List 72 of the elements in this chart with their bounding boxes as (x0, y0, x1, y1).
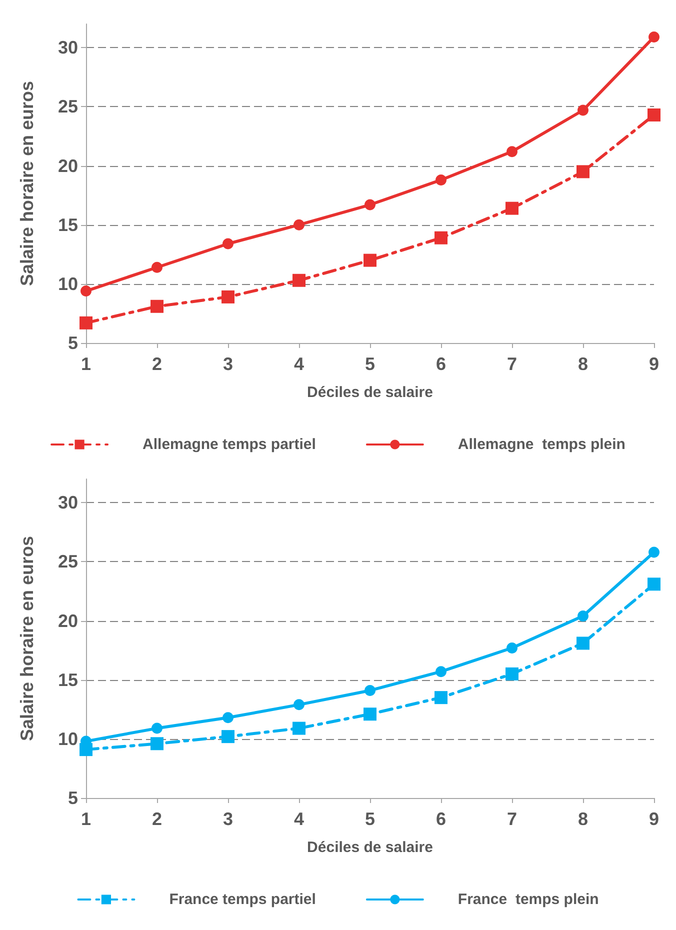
point (222, 238, 234, 250)
x-tick-label: 2 (152, 354, 162, 374)
point (506, 642, 518, 654)
legend-label: France temps plein (458, 891, 599, 908)
point (294, 699, 304, 710)
point (80, 286, 92, 297)
point (436, 174, 446, 186)
point (506, 202, 518, 215)
legend-label: Allemagne temps partiel (142, 436, 316, 453)
point (648, 108, 660, 122)
x-tick-label: 9 (648, 354, 660, 374)
x-tick-label: 1 (80, 354, 92, 374)
point (648, 578, 660, 591)
x-tick-label: 4 (294, 809, 304, 829)
x-tick-label: 8 (578, 354, 588, 374)
y-tick-label: 5 (68, 788, 78, 808)
x-tick-label: 8 (578, 809, 588, 829)
point (152, 262, 162, 273)
x-axis-title: Déciles de salaire (307, 384, 433, 401)
y-tick-label: 10 (58, 728, 78, 749)
y-axis-title: Salaire horaire en euros (17, 80, 37, 286)
x-tick-label: 1 (80, 809, 92, 829)
point (222, 712, 234, 724)
x-tick-label: 7 (506, 809, 518, 829)
point (578, 610, 588, 622)
y-tick-label: 30 (58, 38, 78, 58)
x-tick-label: 5 (364, 354, 376, 374)
point (222, 730, 234, 744)
x-axis-title: Déciles de salaire (307, 839, 433, 856)
x-tick-label: 5 (364, 809, 376, 829)
point (364, 684, 376, 696)
point (576, 165, 590, 178)
point (292, 274, 306, 287)
y-tick-label: 20 (58, 156, 78, 176)
point (364, 199, 376, 210)
x-tick-label: 9 (648, 809, 660, 829)
point (578, 104, 588, 116)
y-tick-label: 20 (58, 610, 78, 631)
point (506, 667, 518, 680)
point (364, 708, 376, 721)
y-tick-label: 10 (58, 274, 78, 294)
x-tick-label: 4 (294, 354, 304, 374)
point (364, 254, 376, 267)
point (648, 546, 660, 558)
point (648, 32, 660, 42)
y-tick-label: 25 (58, 96, 78, 117)
y-tick-label: 30 (58, 492, 78, 513)
x-tick-label: 6 (436, 354, 446, 374)
y-tick-label: 15 (58, 670, 78, 690)
y-axis-title: Salaire horaire en euros (17, 536, 37, 742)
point (506, 146, 518, 158)
y-tick-label: 5 (68, 333, 78, 353)
point (436, 666, 446, 678)
y-tick-label: 15 (58, 214, 78, 235)
point (150, 300, 164, 313)
x-tick-label: 7 (506, 354, 518, 374)
legend-label: Allemagne temps plein (458, 436, 626, 453)
x-tick-label: 2 (152, 809, 162, 829)
legend-label: France temps partiel (169, 891, 316, 908)
x-tick-label: 3 (222, 809, 234, 829)
point (222, 290, 234, 304)
point (434, 231, 448, 244)
point (80, 316, 92, 330)
x-tick-label: 6 (436, 809, 446, 829)
point (294, 219, 304, 230)
point (434, 691, 448, 704)
x-tick-label: 3 (222, 354, 234, 374)
y-tick-label: 25 (58, 552, 78, 572)
point (292, 722, 306, 735)
point (152, 722, 162, 734)
point (576, 636, 590, 650)
point (150, 737, 164, 750)
